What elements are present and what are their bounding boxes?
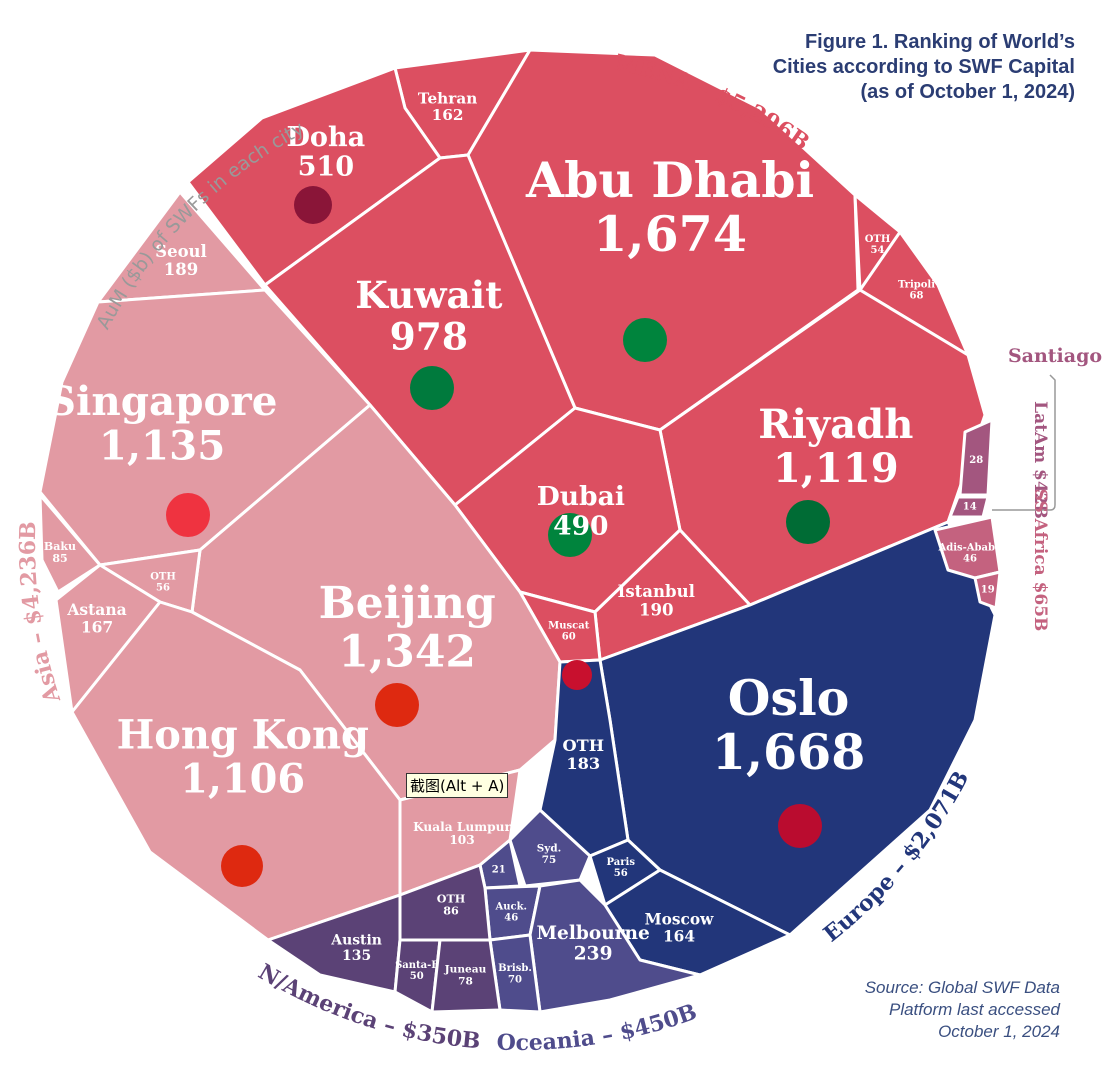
cell-name: Seoul <box>155 242 207 261</box>
region-label: LatAm $42B <box>1030 401 1050 519</box>
cell-name: Abu Dhabi <box>525 151 814 209</box>
cell <box>973 570 1002 610</box>
cell-value: 167 <box>81 617 113 636</box>
cell-name: OTH <box>150 571 176 582</box>
cell-name: Oslo <box>728 669 850 727</box>
cell-name: Paris <box>607 857 636 868</box>
flag <box>375 683 419 727</box>
cell-value: 1,106 <box>180 756 305 802</box>
cell-value: 19 <box>981 585 995 596</box>
chart-title: Figure 1. Ranking of World’s Cities acco… <box>772 31 1075 103</box>
cell-name: Dubai <box>537 481 625 512</box>
cell-name: OTH <box>563 736 605 755</box>
cell-value: 239 <box>574 943 613 964</box>
flag <box>410 366 454 410</box>
cell-value: 1,135 <box>99 421 226 469</box>
cell-value: 190 <box>639 599 674 619</box>
cell-name: Auck. <box>494 901 527 912</box>
cell-value: 85 <box>52 552 67 565</box>
cell-value: 135 <box>342 948 371 964</box>
region-label: SS Africa $65B <box>1030 489 1050 632</box>
flag <box>786 500 830 544</box>
cell <box>508 808 592 888</box>
flags <box>166 186 830 887</box>
cell <box>430 938 502 1014</box>
flag <box>623 318 667 362</box>
cell <box>38 493 102 594</box>
cell-name: Doha <box>286 122 365 153</box>
cell-name: Syd. <box>537 843 561 855</box>
cell <box>948 495 990 519</box>
cell-name: Riyadh <box>758 401 913 448</box>
cell-name: Singapore <box>47 377 278 425</box>
cell-name: Juneau <box>444 964 487 976</box>
cell <box>528 878 702 1014</box>
flag <box>166 493 210 537</box>
cell-value: 183 <box>566 754 600 773</box>
cell-value: 50 <box>410 971 424 982</box>
cell-value: 189 <box>164 260 198 279</box>
cell-value: 46 <box>504 912 518 923</box>
cell-name: Muscat <box>548 621 590 632</box>
cell-value: 1,342 <box>338 626 476 677</box>
cell-name: OTH <box>437 892 465 905</box>
cell-value: 1,119 <box>773 445 899 492</box>
cell-name: Santa-F <box>395 960 438 971</box>
callout-label: Santiago <box>1008 345 1102 367</box>
cell-name: Beijing <box>319 578 496 629</box>
cell-name: Melbourne <box>536 923 649 944</box>
cell-value: 21 <box>492 864 506 875</box>
cell-value: 56 <box>614 868 628 879</box>
cell-value: 78 <box>458 975 473 987</box>
cell-value: 56 <box>156 582 170 593</box>
cell-value: 162 <box>432 106 464 124</box>
cell-name: Moscow <box>645 911 714 929</box>
cell-name: Tehran <box>418 89 477 107</box>
flag <box>221 845 263 887</box>
cell <box>398 863 492 942</box>
cell-value: 75 <box>542 854 556 866</box>
cell-name: Kuala Lumpur <box>413 820 511 834</box>
cell-value: 1,674 <box>593 205 747 263</box>
flag <box>294 186 332 224</box>
cell <box>958 418 994 497</box>
cell-name: Astana <box>66 600 126 619</box>
cell-name: Kuwait <box>355 273 503 317</box>
cell-value: 68 <box>910 291 924 302</box>
flag <box>548 513 592 557</box>
cell-value: 14 <box>963 502 977 513</box>
cell-value: 978 <box>390 314 468 358</box>
cell-value: 510 <box>298 152 355 183</box>
screenshot-tooltip: 截图(Alt + A) <box>406 773 509 798</box>
flag <box>562 660 592 690</box>
source-note: Source: Global SWF Data Platform last ac… <box>864 978 1060 1041</box>
cell-value: 1,668 <box>712 723 865 781</box>
cell-value: 46 <box>963 553 977 564</box>
cell-name: Brisb. <box>498 963 532 974</box>
cell-name: Austin <box>330 933 382 949</box>
cell-value: 54 <box>871 245 885 256</box>
cell-name: Tripoli <box>898 280 935 291</box>
cell-name: Baku <box>44 540 76 553</box>
cell-value: 103 <box>449 833 474 847</box>
cell-name: Adis-Ababa <box>937 542 1002 553</box>
cell-name: OTH <box>865 234 891 245</box>
cell-value: 60 <box>562 632 576 643</box>
cell-value: 28 <box>969 455 983 466</box>
callout-line <box>992 374 1056 511</box>
cell-value: 164 <box>663 927 695 945</box>
cell-name: Istanbul <box>618 581 695 601</box>
cell-value: 490 <box>553 510 608 541</box>
flag <box>778 804 822 848</box>
cell-value: 86 <box>443 905 459 918</box>
cell-value: 70 <box>508 974 522 985</box>
cell-name: Hong Kong <box>117 712 369 758</box>
